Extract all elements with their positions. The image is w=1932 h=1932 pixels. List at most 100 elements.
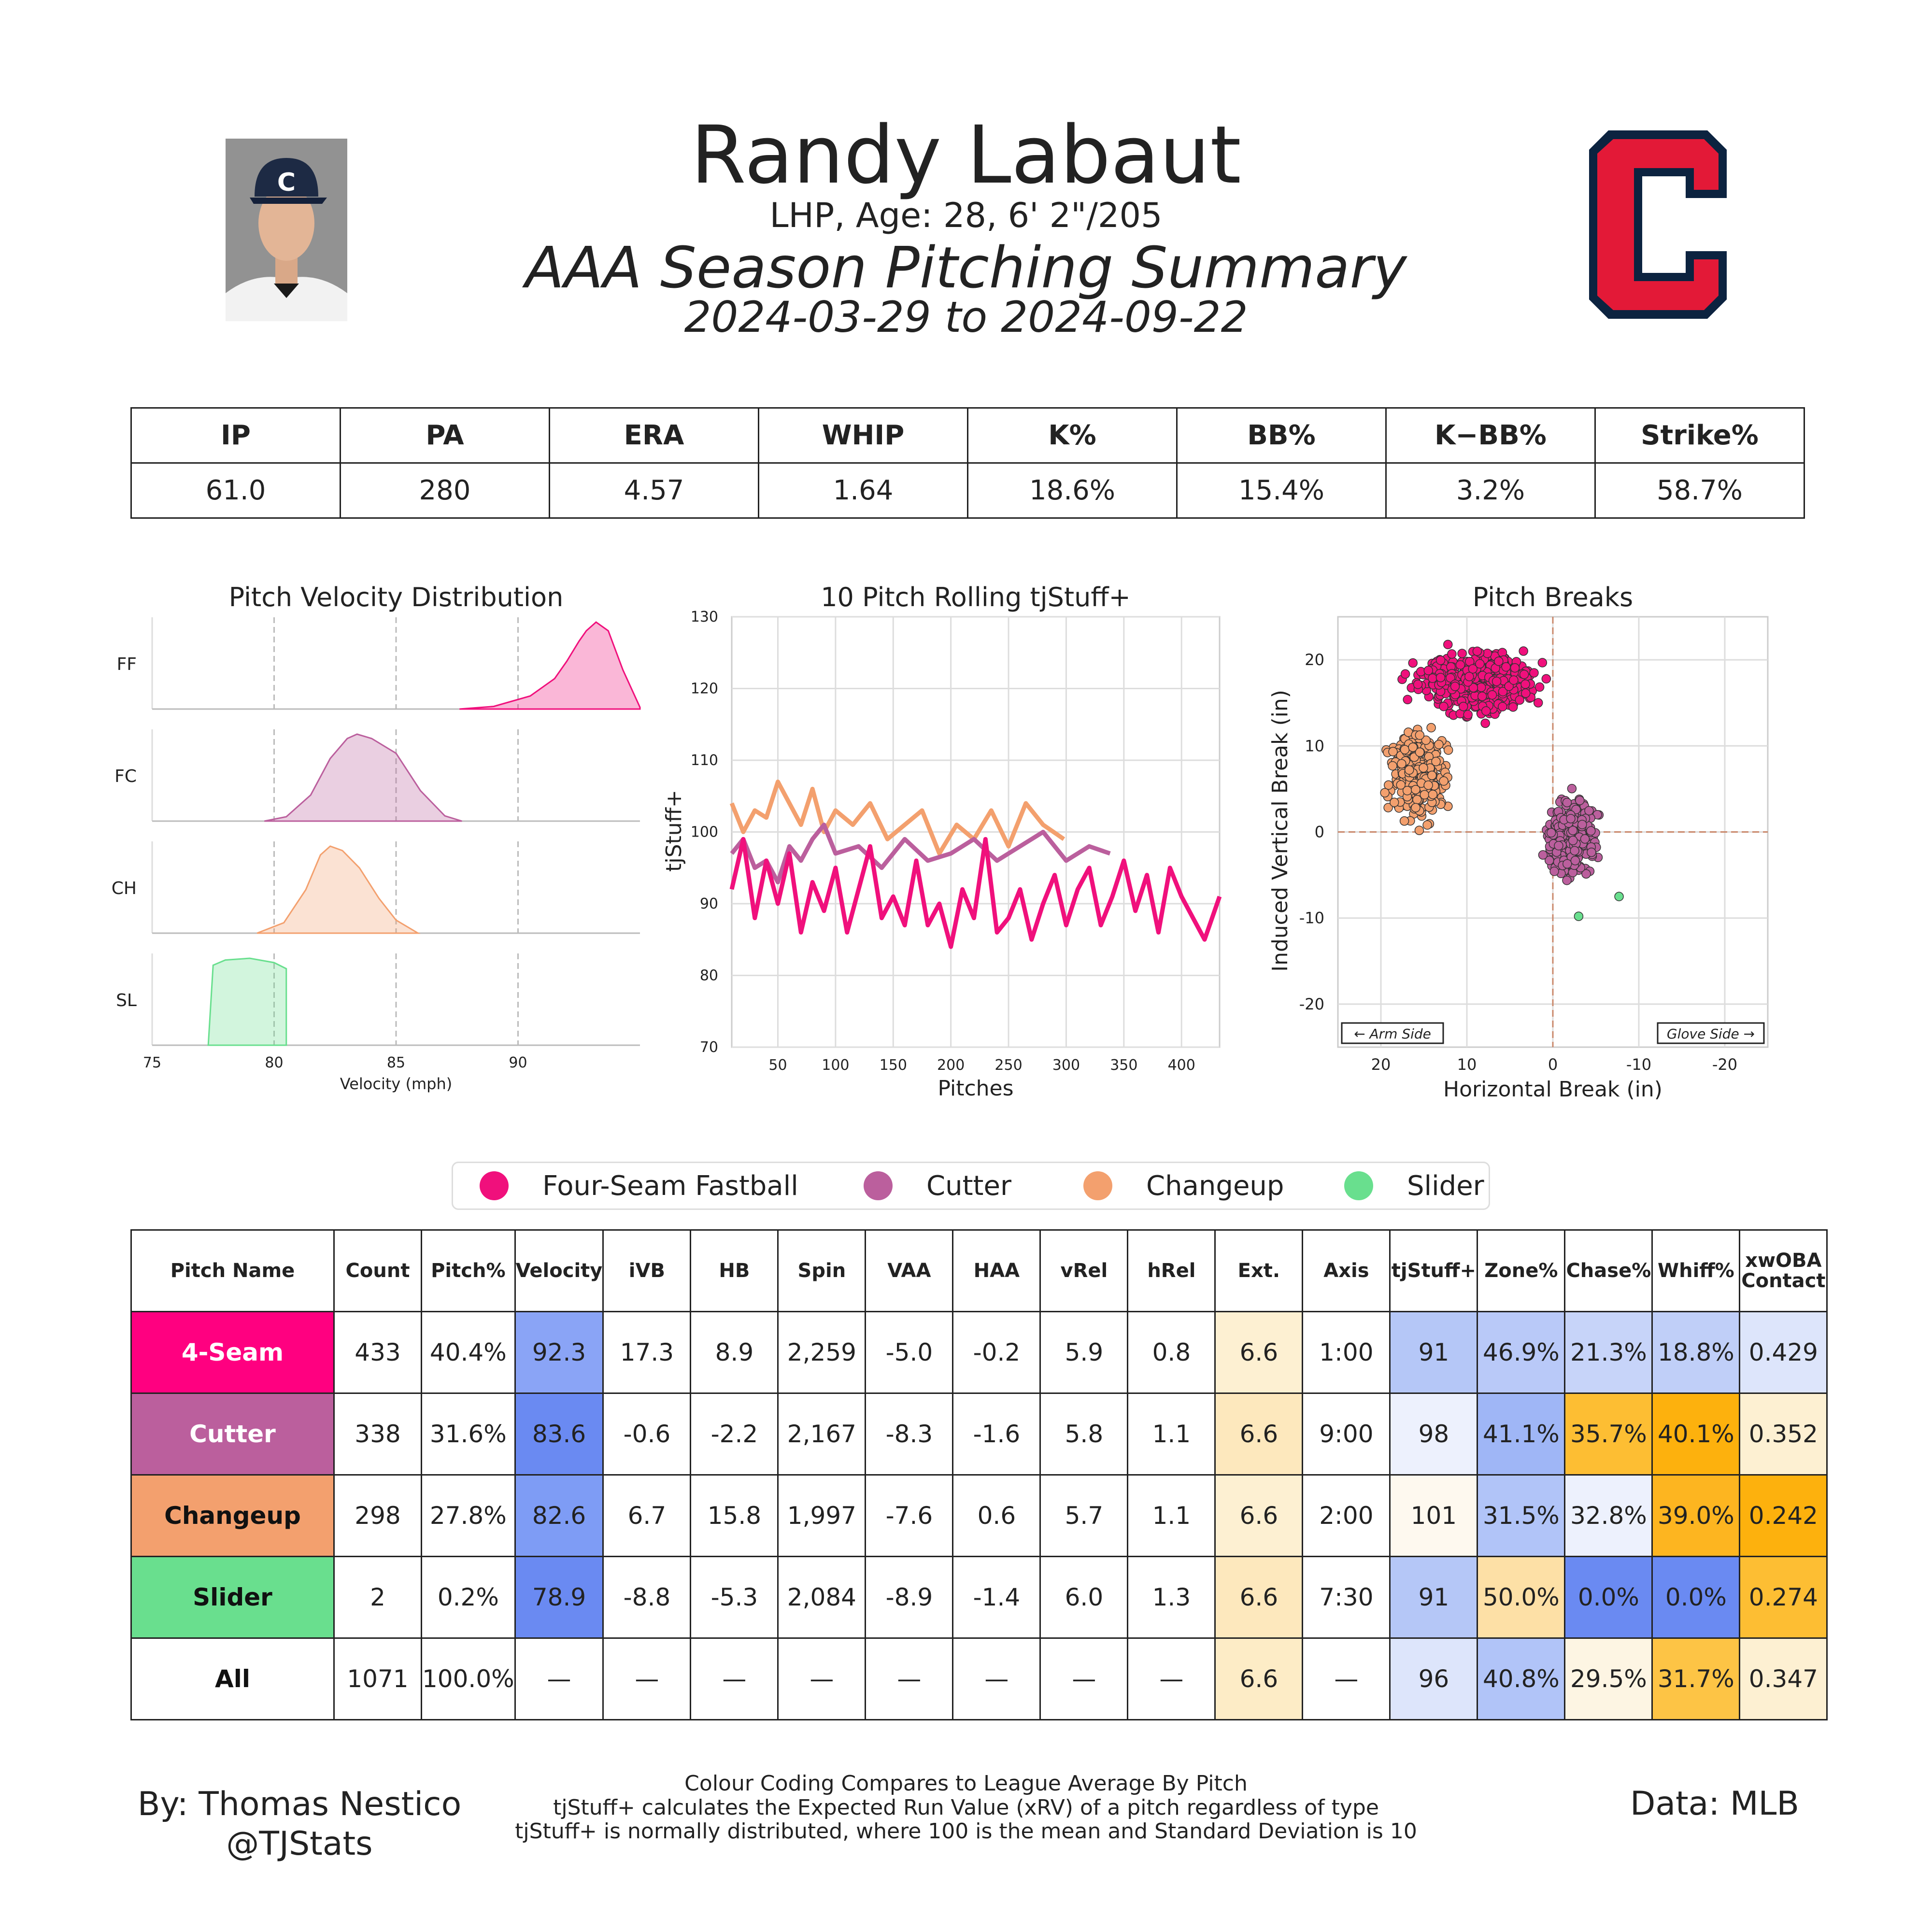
- legend-marker-icon: [480, 1171, 509, 1200]
- table-cell: 92.3: [514, 1311, 604, 1394]
- x-axis-label: Pitches: [938, 1076, 1013, 1101]
- pitch-name-cell: All: [130, 1637, 335, 1720]
- break-point-changeup: [1420, 790, 1430, 800]
- table-cell: -8.3: [865, 1392, 954, 1476]
- break-point-changeup: [1431, 756, 1441, 767]
- table-row: Slider 2 0.2% 78.9 -8.8 -5.3 2,084 -8.9 -1.4 6.0 1…: [130, 1556, 1828, 1639]
- table-cell: -7.6: [865, 1474, 954, 1557]
- break-point-four-seam-fastball: [1481, 706, 1491, 716]
- break-point-cutter: [1584, 806, 1594, 816]
- svg-text:C: C: [277, 168, 296, 197]
- break-point-cutter: [1577, 820, 1587, 829]
- legend-item-slider: Slider: [1344, 1163, 1484, 1208]
- table-row: All 1071 100.0% — — — — — — — —6.6—96 40.8% 29.5% 31.…: [130, 1637, 1828, 1720]
- table-cell: 39.0%: [1651, 1474, 1741, 1557]
- break-point-four-seam-fastball: [1482, 648, 1492, 658]
- stat-header: WHIP: [758, 407, 968, 464]
- chart-title: Pitch Breaks: [1473, 582, 1633, 612]
- arm-side-box: [1341, 1022, 1444, 1044]
- table-cell: -8.8: [602, 1556, 692, 1639]
- break-point-cutter: [1570, 846, 1579, 856]
- stat-value: 1.64: [758, 462, 968, 519]
- table-cell: 82.6: [514, 1474, 604, 1557]
- table-cell: —: [1039, 1637, 1129, 1720]
- table-cell: -5.0: [865, 1311, 954, 1394]
- table-cell: 9:00: [1302, 1392, 1391, 1476]
- break-point-changeup: [1405, 765, 1414, 775]
- break-point-four-seam-fastball: [1400, 669, 1410, 679]
- break-point-four-seam-fastball: [1439, 702, 1449, 711]
- column-header: Zone%: [1477, 1229, 1566, 1312]
- table-cell: 6.6: [1214, 1392, 1304, 1476]
- table-row: Cutter 338 31.6% 83.6 -0.6 -2.2 2,167 -8.3 -1.6 5…: [130, 1392, 1828, 1476]
- note-line: Colour Coding Compares to League Average…: [684, 1771, 1248, 1796]
- break-point-slider: [1574, 911, 1584, 921]
- ridge-label: SL: [116, 991, 137, 1010]
- break-point-changeup: [1388, 747, 1398, 756]
- break-point-changeup: [1411, 803, 1421, 812]
- legend-marker-icon: [1083, 1171, 1112, 1200]
- table-cell: -0.6: [602, 1392, 692, 1476]
- table-cell: 40.8%: [1477, 1637, 1566, 1720]
- column-header: Velocity: [514, 1229, 604, 1312]
- x-tick-label: 400: [1168, 1057, 1195, 1074]
- break-point-slider: [1614, 892, 1624, 901]
- stat-value: 280: [340, 462, 550, 519]
- table-cell: -2.2: [690, 1392, 779, 1476]
- player-name: Randy Labaut: [691, 109, 1241, 201]
- table-cell: 50.0%: [1477, 1556, 1566, 1639]
- table-cell: 6.7: [602, 1474, 692, 1557]
- table-cell: 6.6: [1214, 1556, 1304, 1639]
- density-area-sl: [207, 957, 287, 1046]
- table-cell: —: [1127, 1637, 1216, 1720]
- break-point-four-seam-fastball: [1446, 673, 1455, 683]
- break-point-four-seam-fastball: [1408, 658, 1418, 668]
- table-cell: 31.5%: [1477, 1474, 1566, 1557]
- table-cell: 0.274: [1739, 1556, 1828, 1639]
- break-point-cutter: [1586, 826, 1596, 836]
- break-point-changeup: [1419, 763, 1428, 773]
- table-cell: 6.0: [1039, 1556, 1129, 1639]
- break-point-changeup: [1380, 788, 1390, 798]
- break-point-four-seam-fastball: [1468, 664, 1478, 674]
- x-tick-label: 200: [937, 1057, 965, 1074]
- table-cell: 1,997: [777, 1474, 867, 1557]
- table-cell: -8.9: [865, 1556, 954, 1639]
- table-cell: 41.1%: [1477, 1392, 1566, 1476]
- x-tick-label: 90: [509, 1054, 527, 1071]
- table-cell: 0.347: [1739, 1637, 1828, 1720]
- x-tick-label: 75: [143, 1054, 161, 1071]
- table-cell: 6.6: [1214, 1474, 1304, 1557]
- y-tick-label: 10: [1305, 737, 1324, 755]
- break-point-four-seam-fastball: [1428, 673, 1437, 683]
- table-cell: 29.5%: [1564, 1637, 1653, 1720]
- break-point-cutter: [1567, 783, 1577, 794]
- x-tick-label: -20: [1712, 1055, 1737, 1074]
- pitch-name-cell: 4-Seam: [130, 1311, 335, 1394]
- table-cell: 0.242: [1739, 1474, 1828, 1557]
- table-cell: 0.352: [1739, 1392, 1828, 1476]
- table-cell: 27.8%: [421, 1474, 516, 1557]
- author-handle: @TJStats: [226, 1824, 373, 1863]
- break-point-changeup: [1443, 745, 1453, 755]
- x-tick-label: 100: [822, 1057, 849, 1074]
- table-cell: 0.0%: [1564, 1556, 1653, 1639]
- table-cell: 2,084: [777, 1556, 867, 1639]
- break-point-changeup: [1383, 803, 1393, 812]
- table-cell: 6.6: [1214, 1311, 1304, 1394]
- break-point-changeup: [1402, 786, 1412, 796]
- table-cell: 100.0%: [421, 1637, 516, 1720]
- pitch-name-cell: Slider: [130, 1556, 335, 1639]
- y-tick-label: 70: [700, 1039, 718, 1056]
- break-point-cutter: [1562, 797, 1572, 808]
- table-cell: 2:00: [1302, 1474, 1391, 1557]
- break-point-cutter: [1563, 859, 1572, 869]
- player-bio: LHP, Age: 28, 6' 2"/205: [769, 196, 1163, 235]
- break-point-four-seam-fastball: [1476, 682, 1486, 692]
- footer-notes: Colour Coding Compares to League Average…: [483, 1772, 1449, 1844]
- column-header: iVB: [602, 1229, 692, 1312]
- break-point-four-seam-fastball: [1435, 673, 1446, 682]
- break-point-four-seam-fastball: [1510, 663, 1520, 673]
- break-point-changeup: [1411, 785, 1421, 795]
- column-header: HB: [690, 1229, 779, 1312]
